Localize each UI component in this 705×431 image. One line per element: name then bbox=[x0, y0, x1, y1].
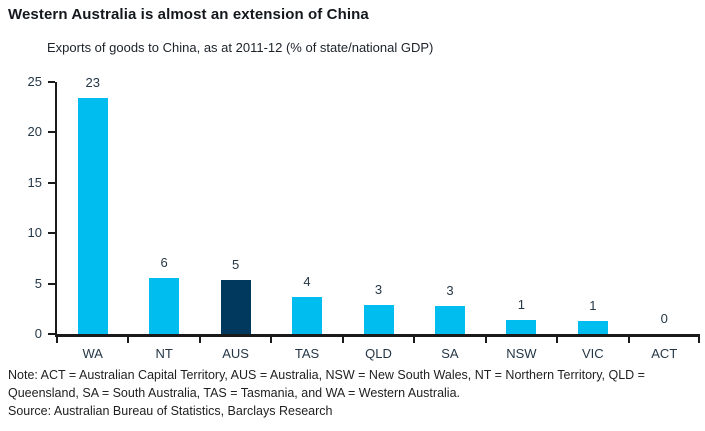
bar-sa bbox=[434, 305, 465, 334]
y-axis-tick bbox=[48, 333, 55, 335]
y-axis-tick-label: 10 bbox=[27, 225, 42, 241]
x-category-label-nsw: NSW bbox=[506, 346, 537, 361]
bar-aus bbox=[220, 279, 251, 334]
y-axis-tick-label: 5 bbox=[34, 275, 42, 291]
x-axis-tick bbox=[198, 337, 201, 343]
bar-value-label: 23 bbox=[85, 75, 100, 91]
x-category-label-aus: AUS bbox=[222, 346, 249, 361]
bar-value-label: 3 bbox=[374, 281, 383, 297]
x-axis-tick bbox=[341, 337, 344, 343]
y-axis-tick bbox=[48, 131, 55, 134]
x-category-label-qld: QLD bbox=[365, 346, 392, 361]
bar-value-label: 0 bbox=[660, 311, 668, 326]
bar-qld bbox=[363, 304, 394, 334]
x-axis-line bbox=[55, 334, 700, 337]
bar-nsw bbox=[506, 319, 537, 334]
chart-subtitle: Exports of goods to China, as at 2011-12… bbox=[47, 40, 434, 55]
chart-title: Western Australia is almost an extension… bbox=[8, 6, 369, 23]
bar-vic bbox=[577, 320, 608, 334]
bar-value-label: 1 bbox=[517, 296, 525, 312]
x-category-label-tas: TAS bbox=[294, 346, 320, 361]
y-axis-tick-label: 25 bbox=[27, 74, 42, 89]
x-axis-tick bbox=[270, 337, 273, 343]
x-axis-tick bbox=[627, 337, 630, 343]
footnote: Note: ACT = Australian Capital Territory… bbox=[8, 368, 645, 400]
bar-chart: 0 5 10 15 20 25 23 WA 6 NT 5 AUS 4 TAS 3 QLD 3 SA 1 NSW 1 VIC… bbox=[27, 74, 700, 361]
bar-value-label: 6 bbox=[160, 254, 168, 270]
y-axis-tick-label: 15 bbox=[27, 174, 42, 190]
bar-value-label: 3 bbox=[446, 282, 454, 298]
y-axis-tick bbox=[48, 232, 55, 235]
x-category-label-vic: VIC bbox=[581, 346, 604, 361]
y-axis-line bbox=[55, 82, 57, 337]
x-category-label-wa: WA bbox=[82, 346, 103, 361]
y-axis-tick bbox=[48, 282, 55, 285]
source-line: Source: Australian Bureau of Statistics,… bbox=[8, 404, 333, 418]
y-axis-tick-label: 0 bbox=[34, 326, 42, 341]
bar-value-label: 4 bbox=[303, 273, 311, 289]
bar-value-label: 5 bbox=[231, 256, 240, 272]
x-axis-tick bbox=[413, 337, 416, 343]
x-axis-tick bbox=[127, 337, 130, 343]
bar-value-label: 1 bbox=[589, 297, 597, 313]
y-axis-tick-label: 20 bbox=[27, 124, 42, 140]
bar-nt bbox=[149, 277, 180, 334]
bar-wa bbox=[77, 98, 108, 334]
y-axis-tick bbox=[48, 81, 55, 83]
x-axis-tick bbox=[698, 337, 700, 343]
bar-tas bbox=[292, 296, 323, 334]
x-category-label-sa: SA bbox=[441, 346, 459, 361]
y-axis-tick bbox=[48, 181, 55, 184]
x-category-label-nt: NT bbox=[155, 346, 173, 361]
x-axis-tick bbox=[56, 337, 58, 343]
x-category-label-act: ACT bbox=[651, 346, 678, 361]
x-axis-tick bbox=[484, 337, 487, 343]
x-axis-tick bbox=[556, 337, 559, 343]
